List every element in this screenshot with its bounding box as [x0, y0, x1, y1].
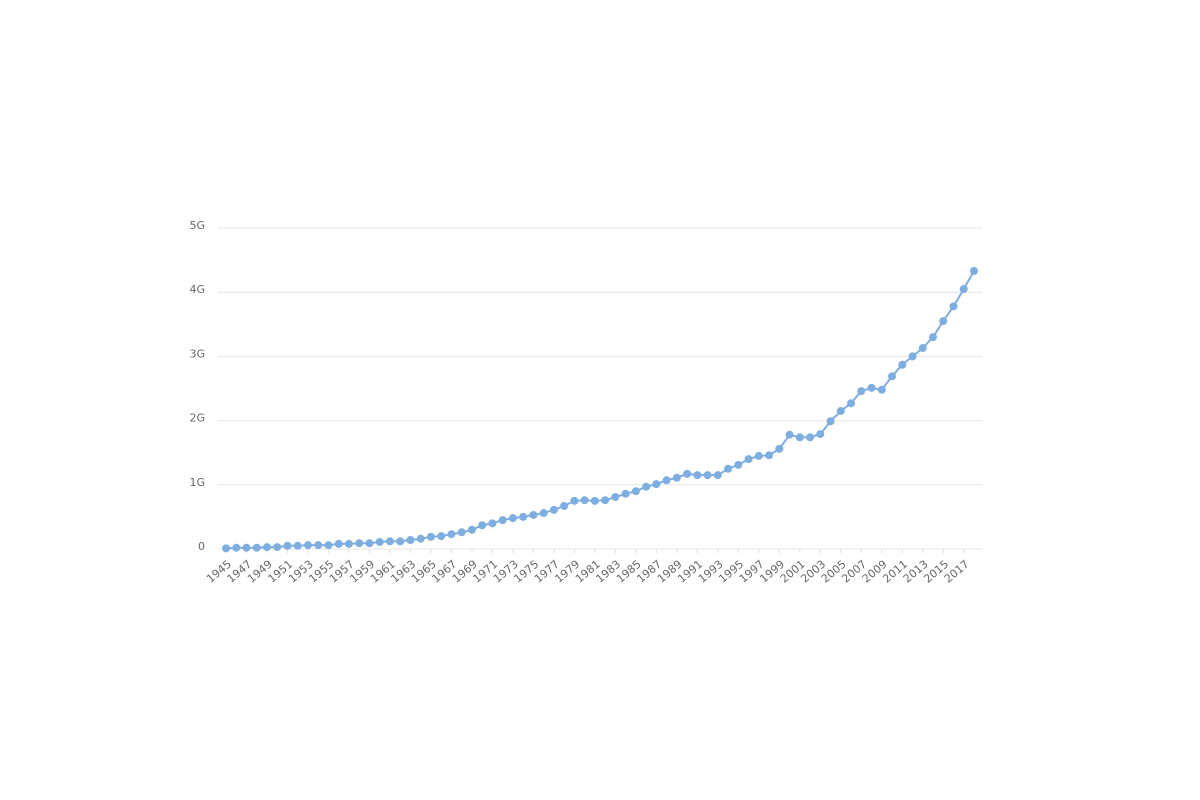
point	[447, 530, 456, 539]
point	[847, 399, 856, 408]
line	[225, 270, 975, 550]
point	[252, 543, 261, 552]
y-tick-label: 3G	[189, 347, 205, 360]
point	[826, 417, 835, 426]
point	[570, 496, 579, 505]
point	[908, 352, 917, 361]
point	[929, 333, 938, 342]
point	[293, 541, 302, 550]
point	[488, 519, 497, 528]
point	[713, 471, 722, 480]
y-tick-label: 4G	[189, 283, 205, 296]
point	[795, 433, 804, 442]
point	[601, 496, 610, 505]
point	[222, 544, 230, 553]
point	[283, 541, 292, 550]
point	[508, 514, 517, 523]
point	[324, 541, 333, 550]
point	[898, 360, 907, 369]
point	[867, 383, 876, 392]
point	[478, 521, 487, 530]
point	[314, 541, 323, 550]
point	[549, 505, 558, 514]
point	[334, 539, 343, 548]
point	[888, 372, 897, 381]
point	[672, 473, 681, 482]
y-tick-label: 5G	[189, 219, 205, 232]
point	[611, 492, 620, 501]
point	[703, 471, 712, 480]
point	[816, 430, 825, 439]
y-tick-label: 0	[198, 540, 205, 553]
point	[662, 476, 671, 485]
point	[457, 528, 466, 537]
point	[734, 460, 743, 469]
point	[765, 451, 774, 460]
point	[754, 451, 763, 460]
point	[375, 537, 384, 546]
point	[560, 501, 569, 510]
point	[877, 385, 886, 394]
point	[724, 464, 733, 473]
point	[939, 317, 948, 326]
point	[396, 537, 405, 546]
point	[303, 541, 312, 550]
point	[857, 387, 866, 396]
point	[652, 480, 661, 489]
point	[836, 406, 845, 415]
point	[949, 302, 958, 311]
point	[918, 344, 927, 353]
point	[775, 444, 784, 453]
point	[580, 496, 589, 505]
point	[344, 539, 353, 548]
point	[498, 516, 507, 525]
point	[232, 543, 241, 552]
y-tick-label: 1G	[189, 476, 205, 489]
point	[242, 543, 251, 552]
point	[970, 267, 978, 276]
point	[642, 482, 651, 491]
point	[529, 510, 538, 519]
point	[693, 471, 702, 480]
y-tick-label: 2G	[189, 412, 205, 425]
point	[519, 512, 528, 521]
point	[785, 430, 794, 439]
point	[806, 433, 815, 442]
point	[273, 543, 282, 552]
point	[744, 455, 753, 464]
point	[416, 534, 425, 543]
point	[355, 539, 364, 548]
point	[365, 539, 374, 548]
point	[262, 543, 271, 552]
point	[385, 537, 394, 546]
point	[426, 532, 435, 541]
point	[590, 496, 599, 505]
point	[631, 487, 640, 496]
point	[621, 489, 630, 498]
point	[539, 509, 548, 518]
point	[437, 532, 446, 541]
point	[406, 536, 415, 545]
point	[467, 525, 476, 534]
point	[959, 284, 968, 293]
point	[683, 469, 692, 478]
